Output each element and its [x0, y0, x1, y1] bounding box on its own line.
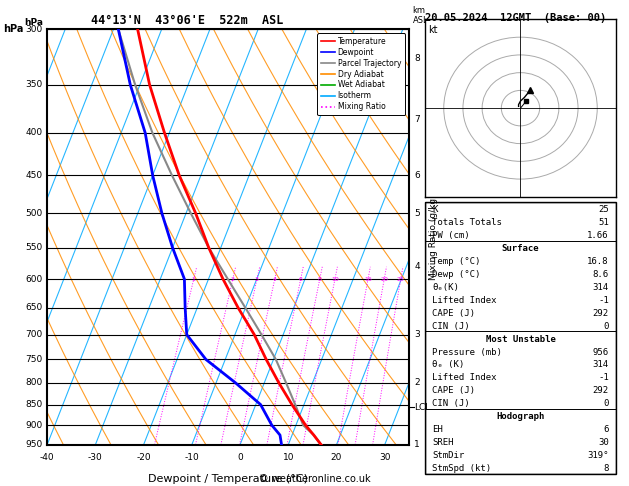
Text: Temp (°C): Temp (°C): [432, 257, 481, 266]
Text: 8: 8: [318, 277, 321, 281]
Text: 7: 7: [415, 115, 420, 123]
Text: Mixing Ratio (g/kg): Mixing Ratio (g/kg): [429, 194, 438, 280]
Text: LCL: LCL: [415, 402, 430, 412]
Text: 350: 350: [26, 80, 43, 89]
Text: 0: 0: [603, 322, 609, 330]
Text: 16: 16: [364, 277, 372, 281]
Text: CIN (J): CIN (J): [432, 399, 470, 408]
Text: 3: 3: [255, 277, 259, 281]
Text: CIN (J): CIN (J): [432, 322, 470, 330]
Text: 6: 6: [299, 277, 303, 281]
Text: Hodograph: Hodograph: [496, 412, 545, 421]
Text: 20.05.2024  12GMT  (Base: 00): 20.05.2024 12GMT (Base: 00): [425, 13, 606, 23]
Text: SREH: SREH: [432, 438, 454, 447]
Text: 1.66: 1.66: [587, 231, 609, 240]
Text: -1: -1: [598, 295, 609, 305]
Text: -40: -40: [40, 453, 55, 462]
Text: 4: 4: [415, 262, 420, 271]
Text: 30: 30: [379, 453, 391, 462]
Text: 8: 8: [415, 53, 420, 63]
Text: 51: 51: [598, 218, 609, 227]
Text: EH: EH: [432, 425, 443, 434]
Text: © weatheronline.co.uk: © weatheronline.co.uk: [259, 474, 370, 484]
Text: 319°: 319°: [587, 451, 609, 460]
Text: Most Unstable: Most Unstable: [486, 334, 555, 344]
Text: 25: 25: [598, 205, 609, 214]
Text: 44°13'N  43°06'E  522m  ASL: 44°13'N 43°06'E 522m ASL: [91, 14, 283, 27]
Text: 650: 650: [26, 303, 43, 312]
Text: hPa: hPa: [3, 24, 23, 34]
Text: 0: 0: [237, 453, 243, 462]
Text: 850: 850: [26, 400, 43, 409]
Text: 1: 1: [192, 277, 196, 281]
Text: Dewpoint / Temperature (°C): Dewpoint / Temperature (°C): [148, 474, 308, 484]
Text: 956: 956: [593, 347, 609, 357]
Text: 950: 950: [26, 440, 43, 449]
Text: K: K: [432, 205, 438, 214]
Text: 2: 2: [415, 378, 420, 387]
Text: 10: 10: [331, 277, 339, 281]
Text: 300: 300: [26, 25, 43, 34]
Text: Dewp (°C): Dewp (°C): [432, 270, 481, 279]
Text: 3: 3: [415, 330, 420, 339]
Text: Surface: Surface: [502, 244, 539, 253]
Text: 292: 292: [593, 309, 609, 318]
Text: StmSpd (kt): StmSpd (kt): [432, 464, 491, 473]
Text: 600: 600: [26, 275, 43, 283]
Text: Lifted Index: Lifted Index: [432, 373, 497, 382]
Text: CAPE (J): CAPE (J): [432, 309, 476, 318]
Text: km
ASL: km ASL: [413, 6, 428, 25]
Text: 2: 2: [231, 277, 235, 281]
Text: 20: 20: [331, 453, 342, 462]
Text: -20: -20: [136, 453, 151, 462]
Text: 0: 0: [603, 399, 609, 408]
Text: 1: 1: [415, 440, 420, 449]
Text: 700: 700: [26, 330, 43, 339]
Legend: Temperature, Dewpoint, Parcel Trajectory, Dry Adiabat, Wet Adiabat, Isotherm, Mi: Temperature, Dewpoint, Parcel Trajectory…: [317, 33, 405, 115]
Text: 292: 292: [593, 386, 609, 396]
Text: 500: 500: [26, 209, 43, 218]
Text: 450: 450: [26, 171, 43, 180]
Text: θₑ (K): θₑ (K): [432, 361, 464, 369]
Text: Lifted Index: Lifted Index: [432, 295, 497, 305]
Text: 4: 4: [273, 277, 277, 281]
Text: -10: -10: [184, 453, 199, 462]
Text: 314: 314: [593, 361, 609, 369]
Text: 20: 20: [381, 277, 388, 281]
Text: kt: kt: [428, 25, 438, 35]
Text: 10: 10: [282, 453, 294, 462]
Text: -1: -1: [598, 373, 609, 382]
Text: θₑ(K): θₑ(K): [432, 283, 459, 292]
Text: 16.8: 16.8: [587, 257, 609, 266]
Text: hPa: hPa: [24, 18, 43, 27]
Text: -30: -30: [88, 453, 103, 462]
Text: 750: 750: [26, 355, 43, 364]
Text: 900: 900: [26, 421, 43, 430]
Text: PW (cm): PW (cm): [432, 231, 470, 240]
Text: 8: 8: [603, 464, 609, 473]
Text: 8.6: 8.6: [593, 270, 609, 279]
Text: 6: 6: [603, 425, 609, 434]
Text: 550: 550: [26, 243, 43, 252]
Text: CAPE (J): CAPE (J): [432, 386, 476, 396]
Text: 400: 400: [26, 128, 43, 138]
Text: Pressure (mb): Pressure (mb): [432, 347, 502, 357]
Text: 25: 25: [397, 277, 404, 281]
Text: 30: 30: [598, 438, 609, 447]
Text: 5: 5: [415, 209, 420, 218]
Text: Totals Totals: Totals Totals: [432, 218, 502, 227]
Text: 800: 800: [26, 378, 43, 387]
Text: StmDir: StmDir: [432, 451, 464, 460]
Text: 314: 314: [593, 283, 609, 292]
Text: 6: 6: [415, 171, 420, 180]
